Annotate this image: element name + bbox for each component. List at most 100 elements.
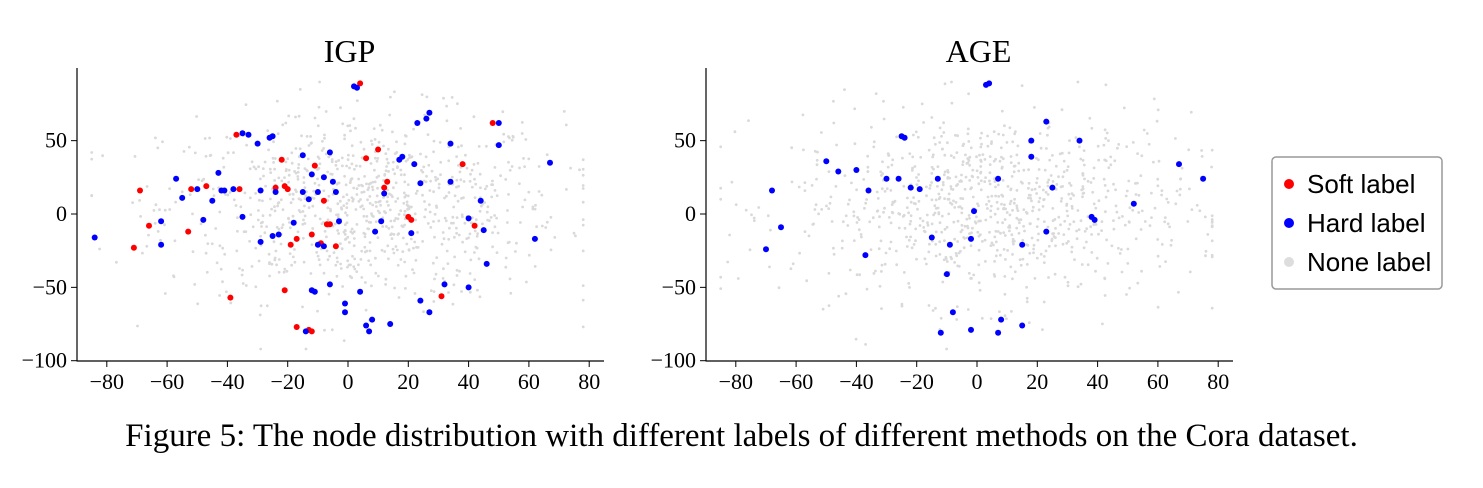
none-label-point	[791, 262, 795, 266]
legend-label: Soft label	[1307, 169, 1415, 199]
none-label-point	[264, 184, 267, 188]
none-label-point	[1097, 232, 1100, 236]
none-label-point	[581, 167, 585, 171]
none-label-point	[383, 210, 386, 213]
none-label-point	[1158, 265, 1162, 268]
none-label-point	[1091, 190, 1095, 194]
none-label-point	[275, 263, 278, 267]
none-label-point	[1124, 194, 1128, 198]
none-label-point	[841, 220, 845, 224]
none-label-point	[447, 291, 450, 294]
y-tick-label: 0	[56, 201, 67, 226]
none-label-point	[789, 267, 793, 271]
hard-label-point	[91, 234, 98, 241]
none-label-point	[257, 209, 260, 212]
hard-label-point	[336, 218, 342, 225]
none-label-point	[447, 237, 451, 241]
none-label-point	[432, 190, 435, 194]
none-label-point	[966, 224, 969, 228]
none-label-point	[1027, 321, 1031, 325]
none-label-point	[930, 222, 934, 226]
none-label-point	[349, 179, 353, 182]
none-label-point	[468, 179, 472, 183]
none-label-point	[894, 249, 898, 253]
none-label-point	[983, 180, 987, 184]
none-label-point	[474, 245, 478, 249]
none-label-point	[1011, 208, 1014, 212]
none-label-point	[495, 251, 499, 255]
none-label-point	[1015, 216, 1019, 220]
none-label-point	[1101, 322, 1104, 326]
none-label-point	[343, 223, 347, 227]
soft-label-point	[332, 243, 339, 250]
none-label-point	[938, 240, 942, 244]
none-label-point	[752, 219, 756, 223]
hard-label-point	[342, 300, 348, 307]
hard-label-point	[173, 175, 180, 182]
none-label-point	[533, 207, 537, 211]
none-label-point	[1032, 247, 1035, 251]
none-label-point	[377, 274, 380, 278]
none-label-point	[1117, 216, 1121, 220]
none-label-point	[880, 307, 883, 310]
hard-label-point	[381, 190, 388, 197]
none-label-point	[472, 163, 476, 166]
none-label-point	[145, 185, 149, 188]
none-label-point	[259, 347, 263, 351]
none-label-point	[1077, 228, 1081, 232]
none-label-point	[461, 215, 464, 219]
none-label-point	[1001, 221, 1004, 225]
x-tick-label: −20	[899, 369, 933, 394]
none-label-point	[384, 169, 388, 173]
none-label-point	[859, 233, 863, 236]
none-label-point	[997, 132, 1001, 136]
none-label-point	[882, 210, 885, 214]
none-label-point	[1047, 178, 1051, 182]
none-label-point	[262, 174, 265, 178]
none-label-point	[965, 236, 969, 240]
none-label-point	[259, 234, 262, 238]
none-label-point	[1116, 146, 1119, 150]
none-label-point	[451, 302, 455, 306]
hard-label-point	[995, 175, 1002, 182]
none-label-point	[879, 239, 883, 243]
none-label-point	[1063, 219, 1067, 223]
none-label-point	[890, 210, 894, 214]
none-label-point	[1128, 286, 1131, 290]
none-label-point	[946, 141, 949, 145]
none-label-point	[967, 214, 971, 217]
none-label-point	[906, 196, 909, 200]
none-label-point	[355, 187, 359, 191]
soft-label-point	[326, 221, 333, 228]
none-label-point	[1150, 191, 1153, 195]
none-label-point	[889, 189, 893, 192]
none-label-point	[1018, 258, 1022, 262]
soft-label-point	[357, 80, 364, 87]
none-label-point	[934, 230, 938, 234]
none-label-point	[456, 199, 460, 203]
none-label-point	[934, 306, 937, 310]
none-label-point	[362, 214, 366, 218]
none-label-point	[368, 241, 372, 244]
none-label-point	[476, 161, 480, 165]
none-label-point	[277, 176, 281, 180]
none-label-point	[1009, 265, 1013, 269]
none-label-point	[994, 254, 998, 258]
none-label-point	[912, 202, 916, 205]
none-label-point	[267, 148, 270, 152]
none-label-point	[1178, 193, 1182, 197]
none-label-point	[351, 199, 355, 203]
none-label-point	[994, 229, 998, 233]
none-label-point	[897, 212, 901, 215]
soft-label-point	[293, 324, 300, 330]
none-label-point	[1089, 225, 1092, 229]
none-label-point	[273, 167, 276, 171]
hard-label-point	[862, 252, 869, 259]
none-label-point	[1037, 158, 1040, 162]
none-label-point	[1015, 206, 1019, 210]
none-label-point	[1070, 204, 1074, 208]
none-label-point	[422, 310, 425, 314]
none-label-point	[1053, 272, 1057, 276]
none-label-point	[719, 287, 723, 290]
none-label-point	[392, 186, 395, 190]
